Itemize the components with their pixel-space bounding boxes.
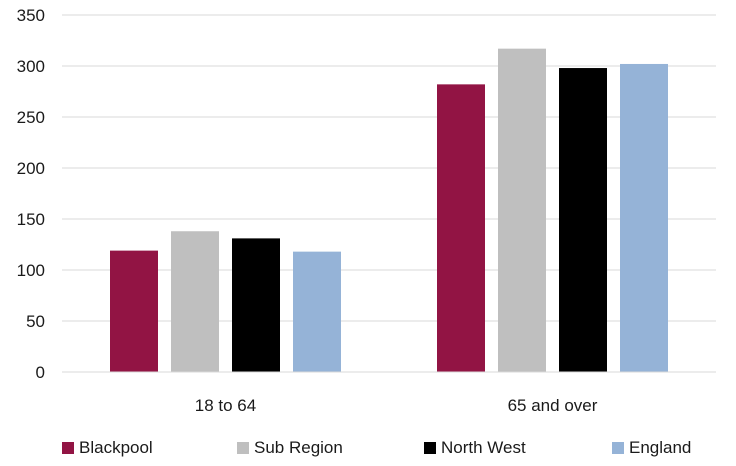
legend-swatch-england <box>612 442 624 454</box>
gridlines <box>62 14 716 322</box>
bar-sub-region <box>498 48 546 372</box>
bar-sub-region <box>171 231 219 372</box>
x-tick-label: 18 to 64 <box>195 396 256 415</box>
bar-blackpool <box>110 250 158 372</box>
legend: Blackpool Sub Region North West England <box>0 438 736 464</box>
y-tick-label: 0 <box>36 363 45 382</box>
bar-north-west <box>559 68 607 372</box>
y-tick-label: 300 <box>17 57 45 76</box>
x-axis-tick-labels: 18 to 64 65 and over <box>195 396 598 415</box>
bar-england <box>620 63 668 373</box>
x-tick-label: 65 and over <box>508 396 598 415</box>
bar-north-west <box>232 238 280 372</box>
legend-swatch-blackpool <box>62 442 74 454</box>
y-tick-label: 50 <box>26 312 45 331</box>
y-tick-label: 350 <box>17 6 45 25</box>
y-tick-label: 150 <box>17 210 45 229</box>
y-tick-label: 200 <box>17 159 45 178</box>
legend-swatch-sub-region <box>237 442 249 454</box>
legend-item-north-west: North West <box>424 438 526 458</box>
y-tick-label: 250 <box>17 108 45 127</box>
bar-england <box>293 251 341 372</box>
legend-item-england: England <box>612 438 691 458</box>
legend-label-blackpool: Blackpool <box>79 438 153 457</box>
bars <box>110 48 668 373</box>
y-tick-label: 100 <box>17 261 45 280</box>
legend-label-sub-region: Sub Region <box>254 438 343 457</box>
legend-swatch-north-west <box>424 442 436 454</box>
legend-label-north-west: North West <box>441 438 526 457</box>
legend-label-england: England <box>629 438 692 457</box>
y-axis-tick-labels: 0 50 100 150 200 250 300 350 <box>17 6 45 382</box>
bar-blackpool <box>437 84 485 373</box>
legend-item-blackpool: Blackpool <box>62 438 153 458</box>
legend-item-sub-region: Sub Region <box>237 438 343 458</box>
